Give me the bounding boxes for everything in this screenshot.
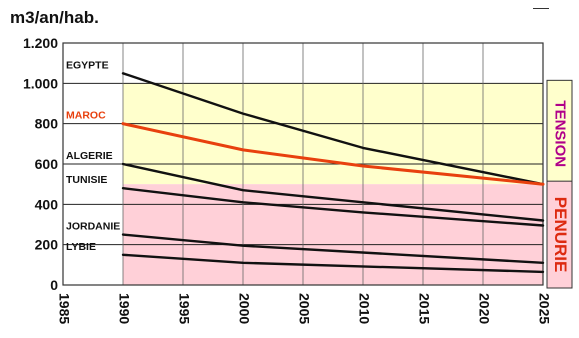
x-tick-label: 2010 (356, 293, 372, 324)
zone-label-penurie: PENURIE (551, 197, 570, 273)
x-tick-label: 1995 (176, 293, 192, 324)
plot-frame (62, 42, 544, 286)
y-tick-label: 200 (35, 237, 59, 253)
y-tick-label: 400 (35, 196, 59, 212)
series-label-tunisie: TUNISIE (66, 174, 107, 186)
series-label-algerie: ALGERIE (66, 150, 113, 162)
x-tick-label: 1990 (116, 293, 132, 324)
series-label-lybie: LYBIE (66, 241, 96, 253)
series-line-jordanie (121, 233, 545, 264)
x-tick-label: 2000 (236, 293, 252, 324)
y-tick-label: 0 (50, 277, 58, 293)
zone-penurie (123, 184, 543, 285)
series-label-egypte: EGYPTE (66, 59, 109, 71)
series-line-egypte (121, 72, 545, 186)
y-tick-label: 800 (35, 116, 59, 132)
series-label-maroc: MAROC (66, 110, 106, 122)
zone-label-tension: TENSION (552, 100, 569, 167)
series-label-jordanie: JORDANIE (66, 221, 120, 233)
y-tick-label: 1.200 (23, 35, 58, 51)
y-tick-label: 600 (35, 156, 59, 172)
y-tick-label: 1.000 (23, 75, 58, 91)
x-tick-label: 2005 (296, 293, 312, 324)
x-tick-label: 1985 (56, 293, 72, 324)
zone-label-box-penurie (546, 180, 573, 289)
y-axis-unit-label: m3/an/hab. (10, 8, 99, 27)
series-line-lybie (121, 253, 545, 274)
zone-label-box-tension (546, 79, 573, 188)
corner-mark (533, 0, 549, 9)
x-tick-label: 2020 (476, 293, 492, 324)
series-line-tunisie (121, 186, 545, 227)
zone-tension (123, 83, 543, 185)
x-tick-label: 2015 (416, 293, 432, 324)
series-line-algerie (121, 162, 545, 222)
series-line-maroc (121, 122, 545, 186)
x-tick-label: 2025 (536, 293, 552, 324)
